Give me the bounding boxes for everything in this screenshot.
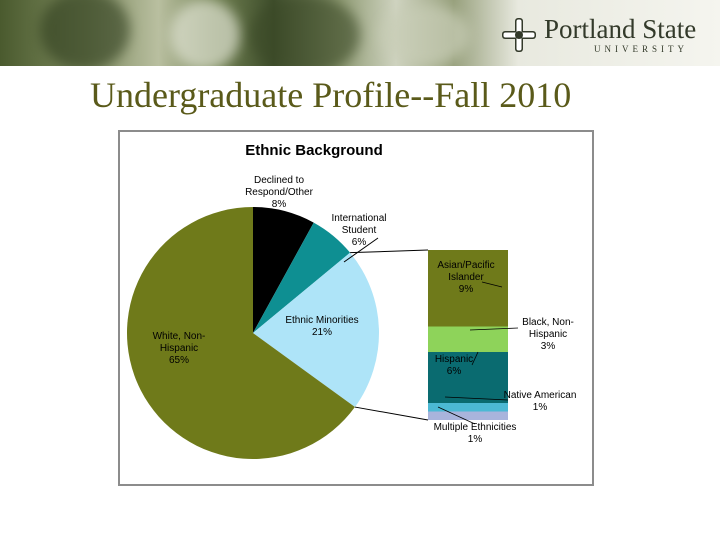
connector-line-bottom [354,406,429,421]
bar-label-hispanic: Hispanic 6% [435,354,473,377]
bar-label-native-american: Native American 1% [504,390,577,413]
bar-label-asian-pacific-islander: Asian/Pacific Islander 9% [437,260,494,295]
bar-label-multiple-ethnicities: Multiple Ethnicities 1% [434,422,517,445]
slide-title: Undergraduate Profile--Fall 2010 [90,75,572,115]
logo-mark-icon [502,18,536,52]
bar-label-black-non-hispanic: Black, Non-Hispanic 3% [522,317,574,352]
pie-slice-ethnic-minorities [253,252,379,408]
pie-chart: Ethnic Background Declined to Respond/Othe… [127,142,577,459]
leader-line-black-non-hispanic [469,327,519,331]
bar-segment-black-non-hispanic [428,326,508,352]
leader-line-native-american [444,396,509,401]
pie-slice-white-non-hispanic [127,207,355,459]
pie-label-ethnic-minorities: Ethnic Minorities 21% [285,315,358,338]
chart-frame: Ethnic Background Declined to Respond/Othe… [118,130,594,486]
bar-segment-hispanic [428,352,508,403]
leader-line-asian-pacific-islander [481,281,503,288]
leader-line-multiple-ethnicities [437,406,476,425]
pie-slice-declined-to-respond-other [253,207,314,333]
header-banner: Portland State UNIVERSITY [0,0,720,66]
chart-title: Ethnic Background [245,142,383,159]
pie-label-international-student: International Student 6% [331,213,386,248]
pie-slice-international-student [253,222,351,333]
bar-segment-asian-pacific-islander [428,250,508,327]
pie-label-declined-to-respond-other: Declined to Respond/Other 8% [245,175,313,210]
bar-segment-native-american [428,403,508,412]
leader-line-hispanic [471,351,479,366]
leader-line-international-student [343,237,379,263]
pie-label-white-non-hispanic: White, Non-Hispanic 65% [153,331,206,366]
connector-line-top [350,249,429,254]
university-logo: Portland State UNIVERSITY [502,14,712,58]
logo-name: Portland State [544,14,697,44]
bar-segment-multiple-ethnicities [428,411,508,420]
logo-subtitle: UNIVERSITY [594,44,688,54]
